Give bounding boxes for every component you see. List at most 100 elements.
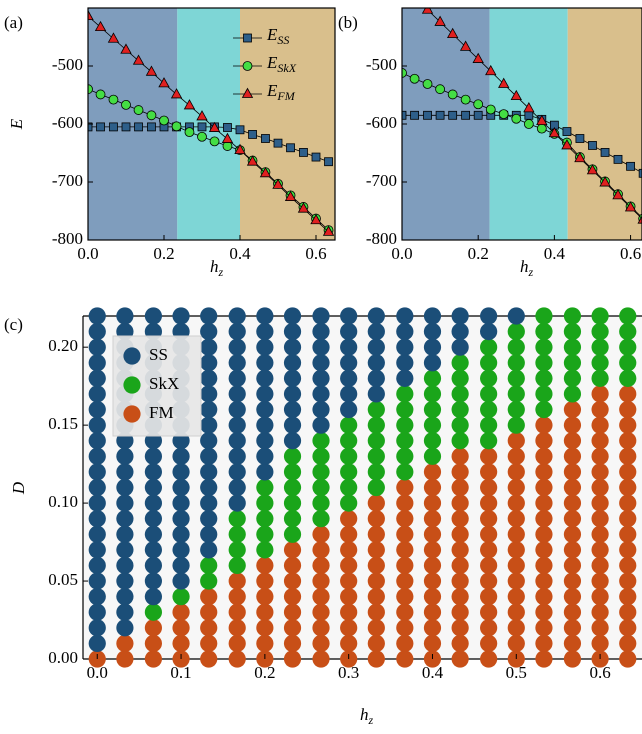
phase-dot xyxy=(116,494,134,512)
phase-dot xyxy=(283,385,302,403)
phase-dot xyxy=(591,369,609,387)
phase-dot xyxy=(451,307,469,325)
phase-dot xyxy=(619,369,637,387)
y-tick-label: -700 xyxy=(52,171,83,190)
x-axis-label-main: h xyxy=(360,705,369,724)
triangle-marker xyxy=(459,40,472,51)
phase-dot xyxy=(480,588,498,606)
phase-dot xyxy=(591,510,609,528)
circle-marker xyxy=(146,110,157,121)
y-axis-label: E xyxy=(7,118,26,130)
phase-dot xyxy=(312,432,330,450)
phase-dot xyxy=(396,354,414,372)
phase-dot xyxy=(423,541,442,559)
y-axis-label: D xyxy=(9,481,28,495)
circle-marker xyxy=(523,119,534,129)
phase-dot xyxy=(563,603,582,621)
square-marker xyxy=(88,122,93,132)
phase-dot xyxy=(88,494,106,512)
phase-dot xyxy=(591,354,609,372)
phase-dot xyxy=(367,603,385,621)
phase-dot xyxy=(200,603,218,621)
phase-dot xyxy=(367,510,385,528)
circle-marker xyxy=(435,84,445,95)
phase-dot xyxy=(312,650,330,668)
phase-dot xyxy=(423,634,442,653)
phase-region xyxy=(567,8,642,240)
phase-region xyxy=(402,8,490,240)
phase-dot xyxy=(144,650,162,668)
triangle-marker xyxy=(498,77,510,88)
phase-dot xyxy=(563,322,582,341)
phase-dot xyxy=(312,354,330,372)
triangle-marker xyxy=(612,189,624,200)
phase-dot xyxy=(283,541,302,559)
phase-dot xyxy=(116,650,134,668)
triangle-marker xyxy=(485,64,497,76)
square-marker xyxy=(134,122,143,132)
phase-dot xyxy=(563,307,582,325)
phase-dot xyxy=(563,634,582,653)
x-tick-label: 0.2 xyxy=(468,244,489,263)
phase-dot xyxy=(619,494,637,512)
triangle-marker xyxy=(145,65,158,76)
phase-dot xyxy=(144,634,162,653)
phase-dot xyxy=(423,447,442,465)
phase-dot xyxy=(451,494,469,512)
phase-dot xyxy=(396,463,414,481)
phase-dot xyxy=(172,634,190,653)
phase-dot xyxy=(619,603,637,621)
phase-dot xyxy=(563,588,582,606)
square-marker xyxy=(311,152,321,162)
phase-dot xyxy=(619,572,637,590)
phase-dot xyxy=(423,525,442,543)
phase-dot xyxy=(451,588,469,606)
phase-dot xyxy=(116,541,134,559)
triangle-marker xyxy=(421,8,434,14)
phase-dot xyxy=(619,510,637,528)
circle-marker xyxy=(171,121,182,132)
phase-dot xyxy=(144,494,162,512)
phase-dot xyxy=(340,588,358,606)
circle-marker xyxy=(159,115,169,126)
square-marker xyxy=(613,154,623,164)
square-marker xyxy=(626,161,635,171)
x-axis-label: hz xyxy=(360,705,374,727)
phase-dot xyxy=(563,525,582,543)
phase-dot xyxy=(451,463,469,481)
phase-dot xyxy=(88,447,106,465)
phase-dot xyxy=(172,463,190,481)
phase-dot xyxy=(396,619,414,637)
y-tick-label: -600 xyxy=(366,113,397,132)
phase-dot xyxy=(283,588,302,606)
y-tick-label: 0.00 xyxy=(48,648,78,667)
square-marker xyxy=(147,122,156,132)
phase-dot xyxy=(312,525,330,543)
phase-dot xyxy=(283,478,302,497)
legend-label-main: E xyxy=(266,81,278,100)
phase-dot xyxy=(88,369,106,387)
square-marker xyxy=(109,122,118,132)
y-tick-label: -600 xyxy=(52,113,83,132)
phase-dot xyxy=(480,338,498,356)
phase-dot xyxy=(312,541,330,559)
phase-dot xyxy=(591,494,609,512)
phase-dot xyxy=(535,634,553,653)
circle-marker xyxy=(536,123,547,134)
square-marker xyxy=(197,122,207,132)
phase-dot xyxy=(312,322,330,341)
phase-dot xyxy=(340,634,358,653)
phase-dot xyxy=(228,416,246,434)
phase-dot xyxy=(563,478,582,497)
phase-dot xyxy=(396,541,414,559)
plot-area xyxy=(88,8,335,240)
phase-dot xyxy=(535,541,553,559)
phase-dot xyxy=(340,478,358,497)
phase-dot xyxy=(480,572,498,590)
phase-dot xyxy=(423,588,442,606)
phase-dot xyxy=(396,572,414,590)
phase-dot xyxy=(340,572,358,590)
triangle-marker xyxy=(284,190,297,201)
x-tick-label: 0.6 xyxy=(305,244,326,263)
phase-dot xyxy=(340,432,358,450)
